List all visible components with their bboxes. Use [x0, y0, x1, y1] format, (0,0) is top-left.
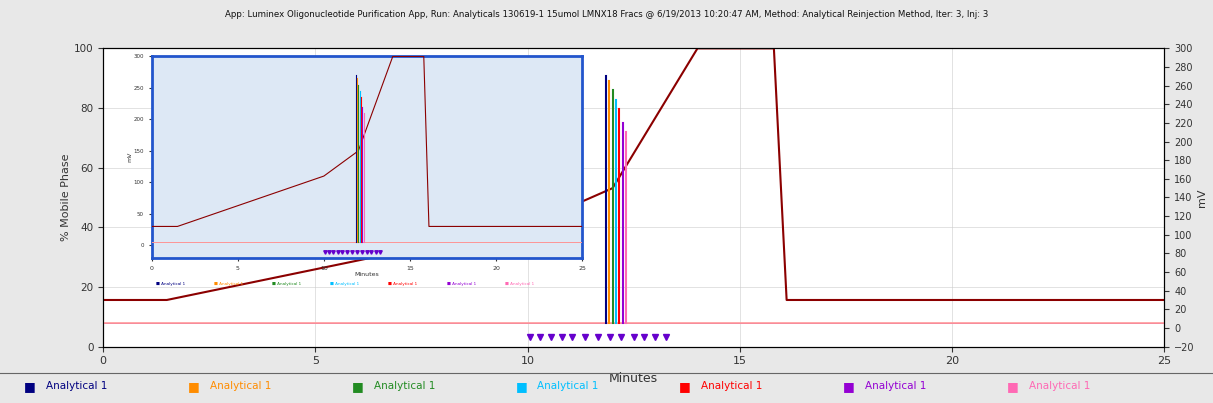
Text: Analytical 1: Analytical 1	[701, 381, 763, 391]
Text: ■: ■	[188, 380, 200, 393]
Text: ■ Analytical 1: ■ Analytical 1	[156, 282, 186, 286]
Text: ■: ■	[24, 380, 36, 393]
Text: Analytical 1: Analytical 1	[1029, 381, 1090, 391]
Text: Analytical 1: Analytical 1	[210, 381, 272, 391]
Text: Analytical 1: Analytical 1	[537, 381, 599, 391]
Text: ■: ■	[352, 380, 364, 393]
Y-axis label: mV: mV	[127, 152, 132, 162]
Text: ■: ■	[1007, 380, 1019, 393]
Text: Analytical 1: Analytical 1	[865, 381, 927, 391]
Text: ■ Analytical 1: ■ Analytical 1	[446, 282, 475, 286]
Text: Analytical 1: Analytical 1	[374, 381, 435, 391]
X-axis label: Minutes: Minutes	[609, 372, 659, 385]
Text: ■: ■	[843, 380, 855, 393]
Text: ■ Analytical 1: ■ Analytical 1	[272, 282, 301, 286]
Y-axis label: % Mobile Phase: % Mobile Phase	[61, 154, 72, 241]
Text: Analytical 1: Analytical 1	[46, 381, 108, 391]
Text: ■: ■	[679, 380, 691, 393]
X-axis label: Minutes: Minutes	[354, 272, 380, 277]
Y-axis label: mV: mV	[1197, 188, 1207, 207]
Text: ■: ■	[516, 380, 528, 393]
Text: ■ Analytical 1: ■ Analytical 1	[505, 282, 534, 286]
Text: ■ Analytical 1: ■ Analytical 1	[330, 282, 359, 286]
Text: ■ Analytical 1: ■ Analytical 1	[213, 282, 243, 286]
Text: ■ Analytical 1: ■ Analytical 1	[388, 282, 417, 286]
Text: App: Luminex Oligonucleotide Purification App, Run: Analyticals 130619-1 15umol : App: Luminex Oligonucleotide Purificatio…	[224, 10, 989, 19]
